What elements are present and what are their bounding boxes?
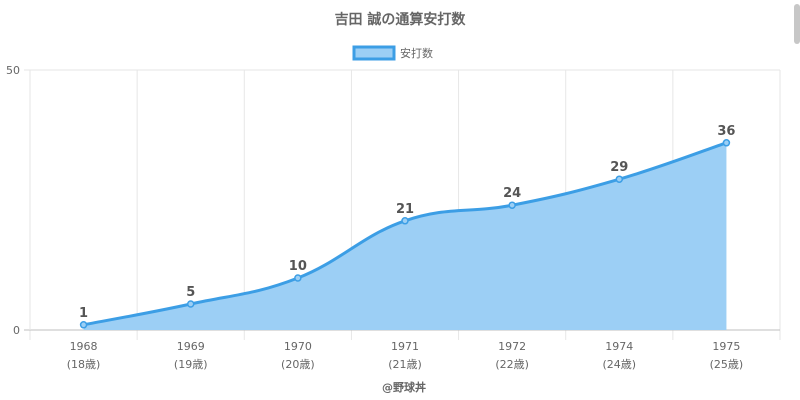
data-label: 10 [289, 259, 307, 274]
x-tick-label: 1970 [284, 340, 312, 353]
x-tick-label: 1972 [498, 340, 526, 353]
data-point[interactable] [508, 201, 516, 209]
x-tick-sublabel: (19歳) [174, 358, 208, 371]
x-tick-label: 1969 [177, 340, 205, 353]
x-tick-label: 1974 [605, 340, 633, 353]
x-tick-sublabel: (25歳) [710, 358, 744, 371]
x-tick-sublabel: (22歳) [495, 358, 529, 371]
legend-swatch [352, 45, 396, 61]
scrollbar-thumb[interactable] [794, 4, 800, 44]
data-point[interactable] [401, 217, 409, 225]
data-labels: 1 5 10 21 24 29 36 [79, 124, 735, 321]
x-tick-sublabel: (18歳) [67, 358, 101, 371]
x-tick-label: 1968 [70, 340, 98, 353]
y-tick-label: 50 [6, 64, 20, 77]
x-tick-sublabel: (24歳) [602, 358, 636, 371]
data-point[interactable] [186, 300, 195, 308]
credit-label: @野球丼 [382, 380, 426, 394]
x-tick-label: 1971 [391, 340, 419, 353]
axes: 0 50 1968 (18歳) 1969 (19歳) 1970 (20歳) 1971 (21歳) 1… [6, 64, 780, 371]
data-point[interactable] [79, 321, 88, 329]
data-label: 1 [79, 306, 88, 321]
y-tick-label: 0 [13, 324, 20, 337]
x-tick-sublabel: (21歳) [388, 358, 422, 371]
data-point[interactable] [294, 274, 302, 282]
legend-label: 安打数 [400, 46, 433, 60]
data-label: 29 [610, 160, 628, 175]
x-tick-sublabel: (20歳) [281, 358, 315, 371]
series-area [83, 142, 727, 330]
data-point[interactable] [615, 175, 624, 183]
data-label: 5 [186, 285, 195, 300]
data-point[interactable] [722, 139, 731, 147]
legend[interactable]: 安打数 [352, 45, 433, 61]
data-label: 24 [503, 186, 521, 201]
data-label: 36 [717, 124, 735, 139]
chart-title: 吉田 誠の通算安打数 [335, 11, 467, 28]
data-label: 21 [396, 202, 414, 217]
plot-area [79, 139, 731, 330]
x-tick-label: 1975 [712, 340, 740, 353]
